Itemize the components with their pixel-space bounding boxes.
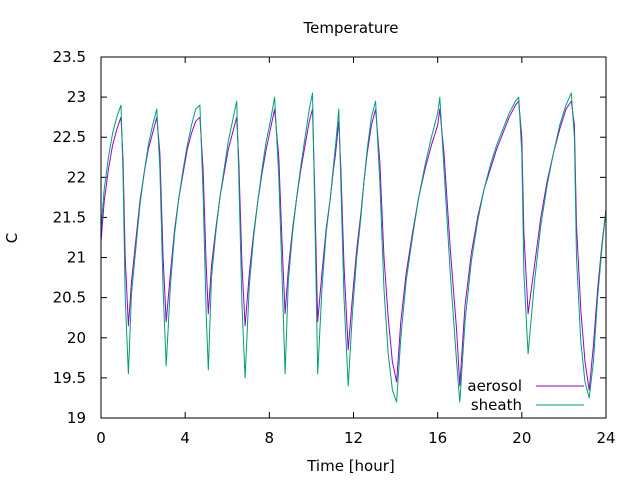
series-group [100,92,607,403]
x-tick-label: 16 [428,429,447,447]
y-tick-label: 21.5 [53,208,86,226]
y-tick-label: 23 [67,88,86,106]
x-tick-label: 0 [96,429,106,447]
plot-frame [100,56,607,419]
y-tick-label: 22 [67,168,86,186]
x-tick-label: 24 [596,429,615,447]
y-tick-label: 19 [67,409,86,427]
x-tick-label: 4 [180,429,190,447]
y-tick-label: 20 [67,329,86,347]
y-tick-label: 22.5 [53,128,86,146]
series-line-aerosol [100,100,607,391]
y-tick-label: 23.5 [53,48,86,66]
x-tick-label: 12 [344,429,363,447]
legend-label-sheath: sheath [471,396,522,414]
series-line-sheath [100,92,607,403]
y-axis-label: C [3,233,21,243]
y-tick-label: 21 [67,249,86,267]
y-tick-label: 19.5 [53,369,86,387]
x-tick-label: 8 [265,429,275,447]
chart-title: Temperature [302,19,398,37]
x-tick-label: 20 [512,429,531,447]
x-axis-label: Time [hour] [306,457,395,475]
legend-label-aerosol: aerosol [467,377,522,395]
axis-ticks: 0 4 8 12 16 20 24 19 19.5 20 20.5 21 21.5 22 22.5 23 23.… [53,48,616,447]
y-tick-label: 20.5 [53,289,86,307]
